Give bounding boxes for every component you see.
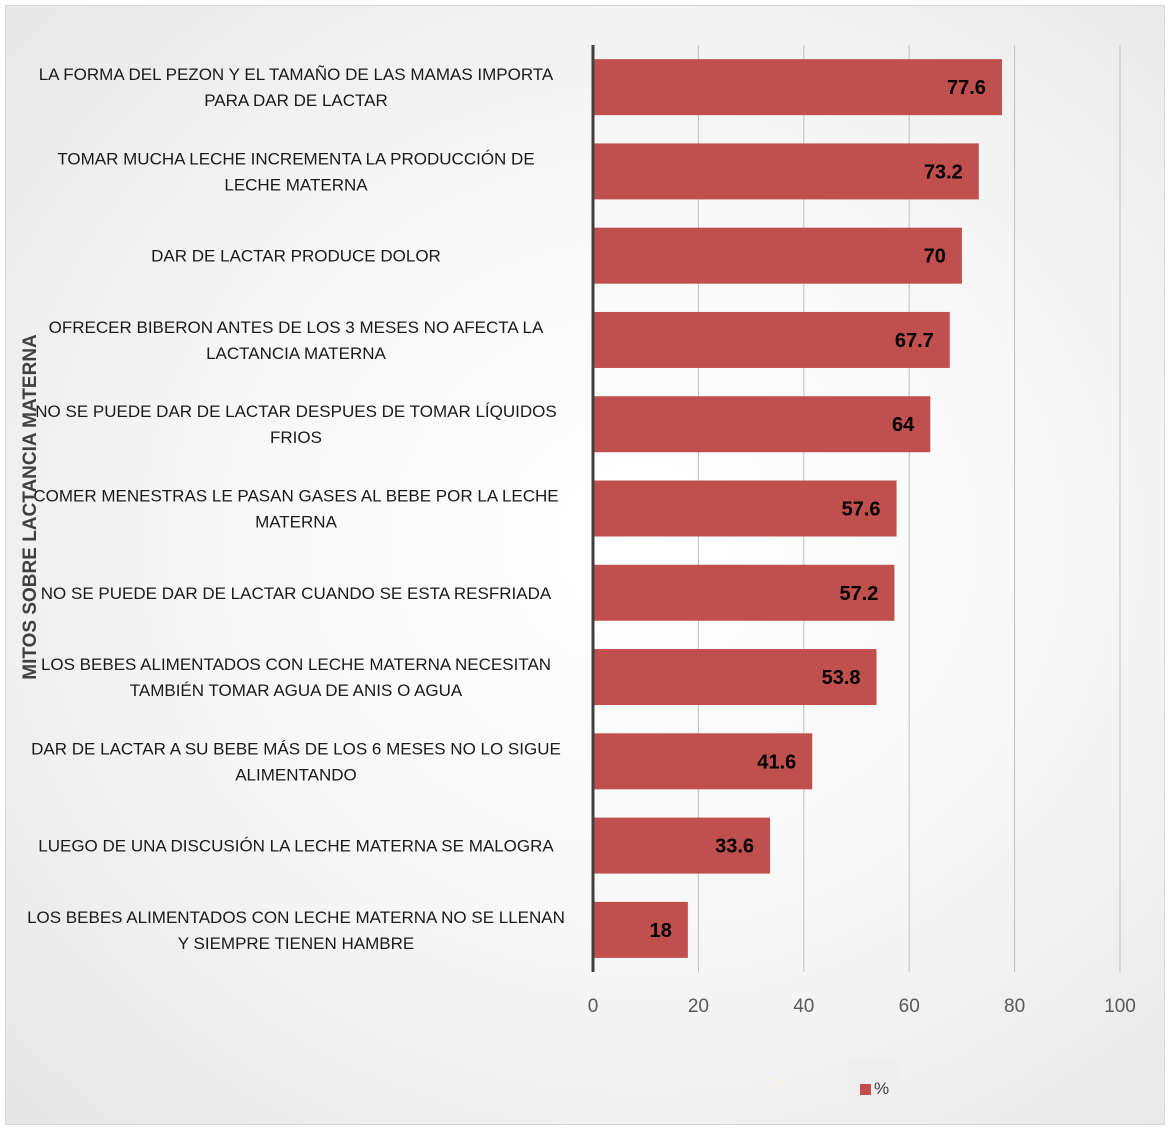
x-tick-label: 60	[899, 996, 920, 1017]
data-label: 33.6	[715, 836, 754, 858]
bar	[593, 143, 979, 200]
data-label: 18	[650, 920, 672, 942]
data-label: 70	[924, 246, 946, 268]
category-label: OFRECER BIBERON ANTES DE LOS 3 MESES NO …	[49, 318, 544, 337]
legend-swatch	[860, 1083, 871, 1095]
bar	[593, 817, 771, 874]
legend-ghost-label: %	[770, 1074, 785, 1091]
x-tick-label: 20	[688, 996, 709, 1017]
x-tick-label: 100	[1104, 996, 1136, 1017]
category-label: LECHE MATERNA	[224, 175, 368, 194]
x-tick-label: 80	[1004, 996, 1025, 1017]
bar	[593, 311, 950, 368]
category-label: DAR DE LACTAR PRODUCE DOLOR	[151, 247, 441, 266]
category-label: LOS BEBES ALIMENTADOS CON LECHE MATERNA …	[27, 908, 565, 927]
bar	[593, 227, 962, 284]
category-label: DAR DE LACTAR A SU BEBE MÁS DE LOS 6 MES…	[31, 739, 561, 758]
category-label: ALIMENTANDO	[235, 765, 357, 784]
bar	[593, 649, 877, 706]
bar	[593, 59, 1002, 116]
category-label: TOMAR MUCHA LECHE INCREMENTA LA PRODUCCI…	[57, 149, 534, 168]
bar	[593, 396, 931, 453]
category-label: FRIOS	[270, 428, 322, 447]
legend-background	[848, 1059, 898, 1119]
legend-label: %	[874, 1079, 890, 1098]
data-label: 53.8	[822, 667, 861, 689]
category-label: PARA DAR DE LACTAR	[204, 91, 388, 110]
category-label: LOS BEBES ALIMENTADOS CON LECHE MATERNA …	[41, 655, 551, 674]
category-label: LACTANCIA MATERNA	[206, 344, 386, 363]
x-tick-labels: 0 20 40 60 80 100	[588, 996, 1136, 1017]
legend-item: %	[860, 1079, 889, 1099]
category-label: NO SE PUEDE DAR DE LACTAR DESPUES DE TOM…	[35, 402, 556, 421]
category-label: Y SIEMPRE TIENEN HAMBRE	[178, 934, 414, 953]
bars: 77.6 73.2 70 67.7 64 57.6 57.2 53.8 41.6 33.6 18	[593, 59, 1002, 958]
x-tick-label: 40	[793, 996, 814, 1017]
bar	[593, 564, 895, 621]
data-label: 57.6	[842, 499, 881, 521]
category-label: MATERNA	[255, 513, 338, 532]
category-labels: LA FORMA DEL PEZON Y EL TAMAÑO DE LAS MA…	[27, 65, 565, 953]
data-label: 64	[892, 414, 915, 436]
category-label: LA FORMA DEL PEZON Y EL TAMAÑO DE LAS MA…	[39, 65, 554, 84]
category-label: NO SE PUEDE DAR DE LACTAR CUANDO SE ESTA…	[41, 584, 552, 603]
bar	[593, 480, 897, 537]
category-label: LUEGO DE UNA DISCUSIÓN LA LECHE MATERNA …	[38, 837, 554, 856]
category-label: COMER MENESTRAS LE PASAN GASES AL BEBE P…	[33, 487, 558, 506]
data-label: 77.6	[947, 77, 986, 99]
data-label: 73.2	[924, 161, 963, 183]
bar	[593, 901, 688, 958]
x-tick-label: 0	[588, 996, 599, 1017]
data-label: 41.6	[757, 751, 796, 773]
data-label: 67.7	[895, 330, 934, 352]
bar	[593, 733, 813, 790]
data-label: 57.2	[840, 583, 879, 605]
y-axis-title: MITOS SOBRE LACTANCIA MATERNA	[20, 334, 41, 680]
category-label: TAMBIÉN TOMAR AGUA DE ANIS O AGUA	[130, 681, 463, 700]
